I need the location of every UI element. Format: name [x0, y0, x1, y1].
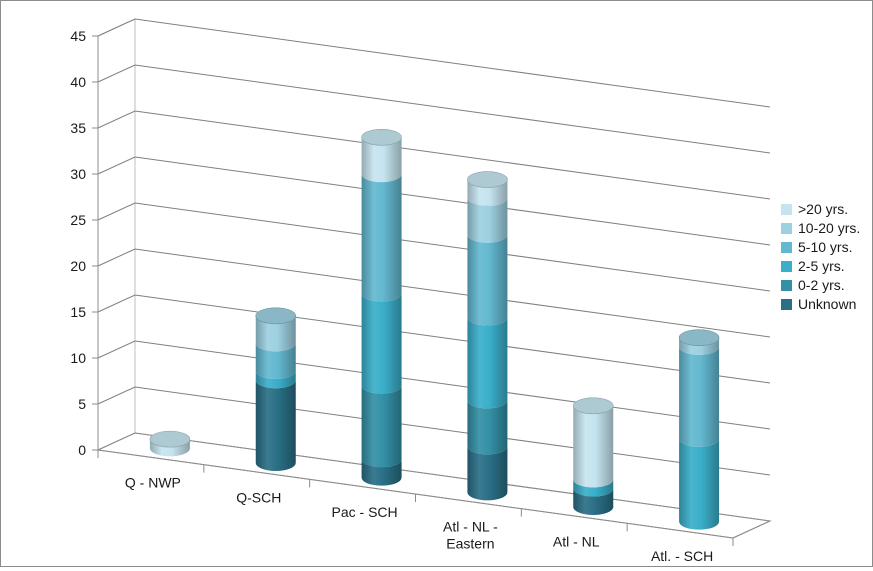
bar-segment	[255, 380, 296, 471]
y-tick-labels: 0 5 10 15 20 25 30 35 40 45	[70, 28, 86, 458]
side-wall	[97, 18, 136, 451]
bar-top-cap	[361, 128, 402, 146]
x-tick-label: Q-SCH	[236, 489, 281, 505]
y-tick-label: 30	[70, 166, 86, 182]
bar-top-cap	[678, 329, 720, 346]
gridline	[97, 248, 771, 338]
gridline	[97, 386, 771, 476]
gridline	[97, 18, 771, 108]
y-tick-label: 5	[78, 396, 86, 412]
legend-label: 10-20 yrs.	[798, 220, 860, 236]
chart-walls	[96, 18, 772, 539]
y-tick-label: 0	[78, 442, 86, 458]
chart-floor	[96, 432, 772, 539]
bar-segment	[679, 337, 720, 355]
axes	[92, 35, 771, 546]
bar-segment	[361, 293, 402, 394]
bar-segment	[573, 488, 614, 515]
bar-segment	[361, 137, 402, 183]
gridlines	[97, 18, 771, 522]
bar-segment	[361, 174, 402, 302]
bar-segment	[361, 385, 402, 468]
gridline	[97, 110, 771, 200]
y-tick-label: 40	[70, 74, 86, 90]
bars	[149, 128, 720, 530]
legend-swatch	[781, 299, 792, 310]
x-tick-labels: Q - NWP Q-SCH Pac - SCH Atl - NL -Eastern At…	[125, 475, 713, 564]
bar-top-cap	[255, 307, 297, 325]
bar-segment	[255, 315, 296, 352]
x-tick-label: Pac - SCH	[332, 504, 398, 520]
bar-top-cap	[149, 430, 191, 448]
legend-label: 5-10 yrs.	[798, 239, 852, 255]
legend-swatch	[781, 261, 792, 272]
bar-segment	[467, 446, 508, 501]
bar-segment	[679, 346, 720, 447]
y-tick-label: 15	[70, 304, 86, 320]
y-tick-label: 35	[70, 120, 86, 136]
x-tick-label: Atl - NL -Eastern	[443, 519, 498, 552]
legend-swatch	[781, 280, 792, 291]
legend-label: 2-5 yrs.	[798, 258, 845, 274]
gridline	[97, 340, 771, 430]
bar-segment	[255, 343, 296, 379]
legend-label: >20 yrs.	[798, 201, 848, 217]
x-tick-label: Atl. - SCH	[651, 548, 713, 564]
gridline	[97, 156, 771, 246]
bar-segment	[467, 179, 508, 206]
legend-label: Unknown	[798, 296, 856, 312]
bar-segment	[573, 405, 614, 488]
bar-segment	[467, 400, 508, 455]
bar-segment	[467, 317, 508, 409]
floor-right-edge	[732, 520, 771, 539]
bar-segment	[467, 234, 508, 326]
legend-swatch	[781, 223, 792, 234]
bar-top-cap	[572, 397, 614, 415]
x-tick-label: Q - NWP	[125, 475, 181, 491]
bar-segment	[149, 439, 190, 457]
y-tick-label: 10	[70, 350, 86, 366]
y-tick-label: 45	[70, 28, 86, 44]
bar-segment	[467, 197, 508, 243]
y-tick-label: 25	[70, 212, 86, 228]
gridline	[97, 64, 771, 154]
legend-swatch	[781, 242, 792, 253]
bar-segment	[573, 479, 614, 497]
legend-swatch	[781, 204, 792, 215]
bar-segment	[361, 459, 402, 486]
legend: >20 yrs. 10-20 yrs. 5-10 yrs. 2-5 yrs. 0-2 y…	[781, 201, 860, 312]
bar-segment	[255, 371, 296, 389]
gridline	[97, 202, 771, 292]
bar-top-cap	[467, 171, 508, 188]
gridline	[97, 294, 771, 384]
gridline	[97, 432, 771, 522]
x-tick-label: Atl - NL	[553, 533, 600, 549]
legend-label: 0-2 yrs.	[798, 277, 845, 293]
y-tick-label: 20	[70, 258, 86, 274]
bar-segment	[679, 438, 720, 530]
